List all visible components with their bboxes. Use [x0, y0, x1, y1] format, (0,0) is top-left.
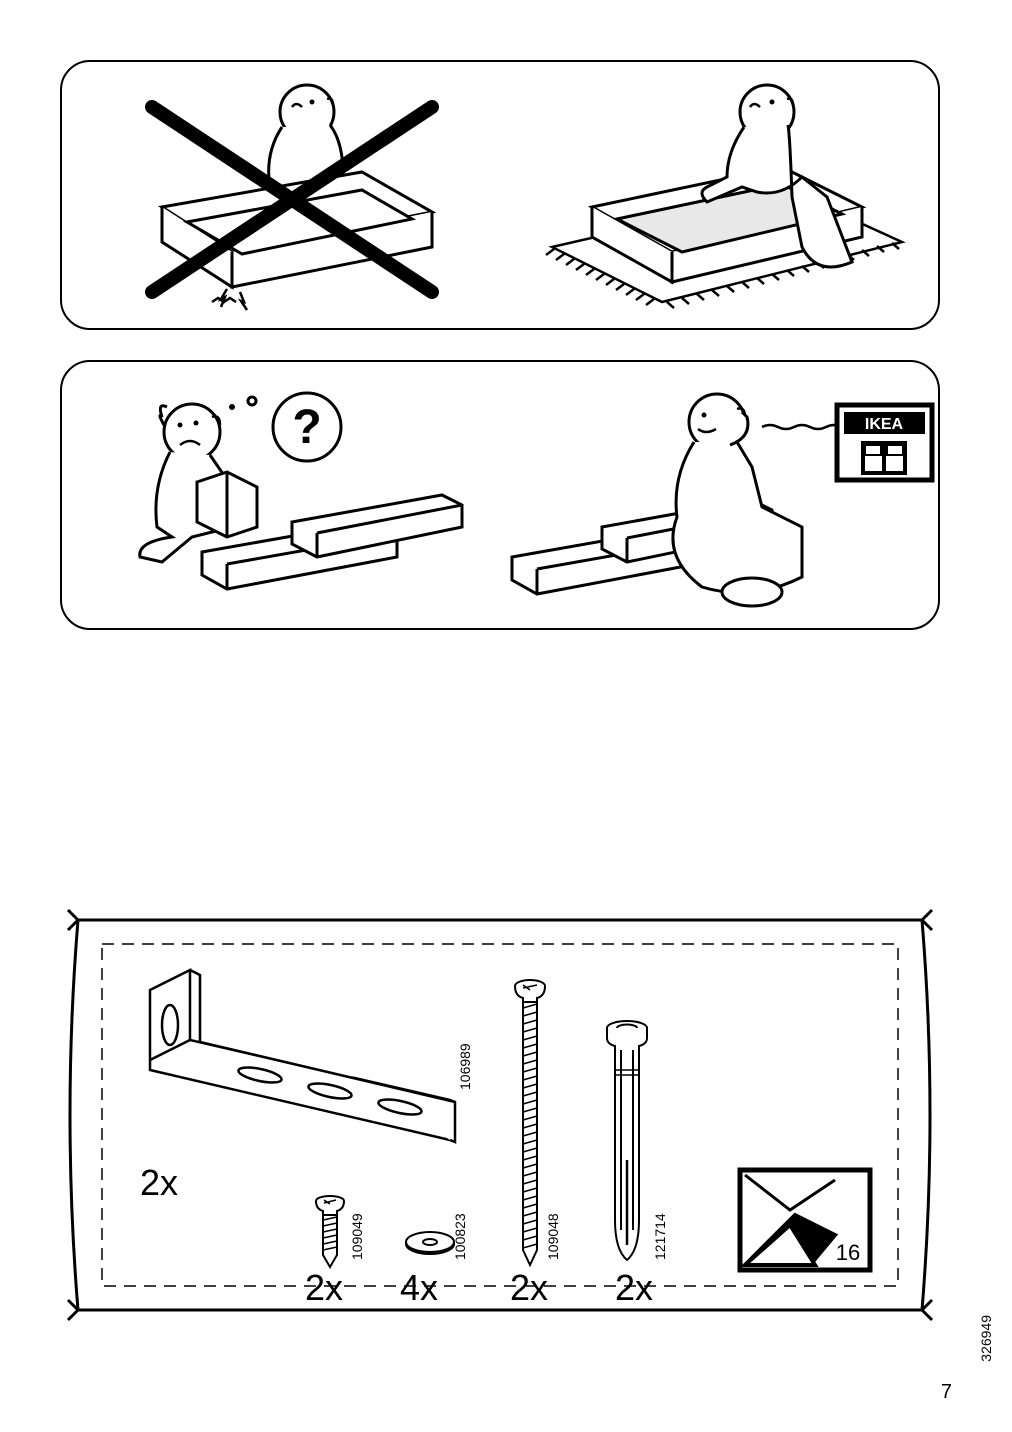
long-screw-icon — [515, 980, 545, 1265]
instruction-page: ? — [0, 0, 1012, 1432]
long-screw-code: 109048 — [545, 1213, 561, 1260]
booklet-icon: 16 — [740, 1170, 870, 1270]
short-screw-icon — [316, 1196, 344, 1267]
bracket-icon — [150, 970, 455, 1142]
booklet-page-number: 16 — [836, 1240, 860, 1265]
help-contact-illustration: ? — [62, 362, 938, 628]
wall-plug-qty: 2x — [615, 1267, 653, 1308]
short-screw-qty: 2x — [305, 1267, 343, 1308]
ikea-logo-text: IKEA — [865, 416, 904, 433]
page-number: 7 — [941, 1381, 952, 1404]
washer-code: 100823 — [452, 1213, 468, 1260]
hardware-bag-svg: 2x 106989 2x 109049 4 — [60, 900, 940, 1330]
washer-qty: 4x — [400, 1267, 438, 1308]
short-screw-code: 109049 — [349, 1213, 365, 1260]
panel-floor-protection — [60, 60, 940, 330]
long-screw-qty: 2x — [510, 1267, 548, 1308]
panel-help-contact: ? — [60, 360, 940, 630]
washer-icon — [406, 1232, 454, 1254]
question-mark-icon: ? — [292, 401, 321, 454]
bracket-code: 106989 — [457, 1043, 473, 1090]
wall-plug-icon — [607, 1021, 647, 1260]
hardware-bag-panel: 2x 106989 2x 109049 4 — [60, 900, 940, 1330]
floor-protection-illustration — [62, 62, 938, 328]
bracket-qty: 2x — [140, 1162, 178, 1203]
document-code: 326949 — [978, 1315, 994, 1362]
wall-plug-code: 121714 — [652, 1213, 668, 1260]
